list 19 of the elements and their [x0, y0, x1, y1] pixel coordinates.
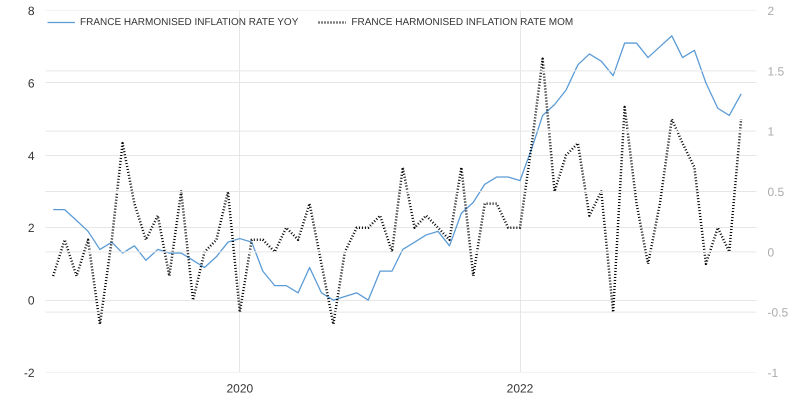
y2-tick-label: -0.5 — [768, 306, 789, 320]
y-tick-label: 8 — [28, 4, 35, 18]
y2-tick-label: -1 — [768, 366, 778, 380]
y2-tick-label: 0 — [768, 245, 774, 260]
x-tick-label: 2020 — [226, 382, 254, 396]
y-tick-label: -2 — [24, 366, 35, 380]
y-tick-label: 4 — [28, 148, 35, 163]
legend-label: FRANCE HARMONISED INFLATION RATE MOM — [351, 16, 574, 28]
y2-tick-label: 1.5 — [768, 64, 785, 78]
y-tick-label: 6 — [28, 76, 35, 90]
legend-label: FRANCE HARMONISED INFLATION RATE YOY — [80, 16, 298, 28]
y2-tick-label: 0.5 — [768, 185, 785, 199]
line-series — [52, 58, 742, 326]
y-tick-label: 2 — [28, 221, 35, 236]
y2-tick-label: 1 — [768, 124, 774, 139]
line-series — [52, 35, 742, 301]
y-tick-label: 0 — [28, 294, 35, 308]
x-tick-label: 2022 — [506, 382, 534, 396]
y2-tick-label: 2 — [768, 4, 774, 18]
